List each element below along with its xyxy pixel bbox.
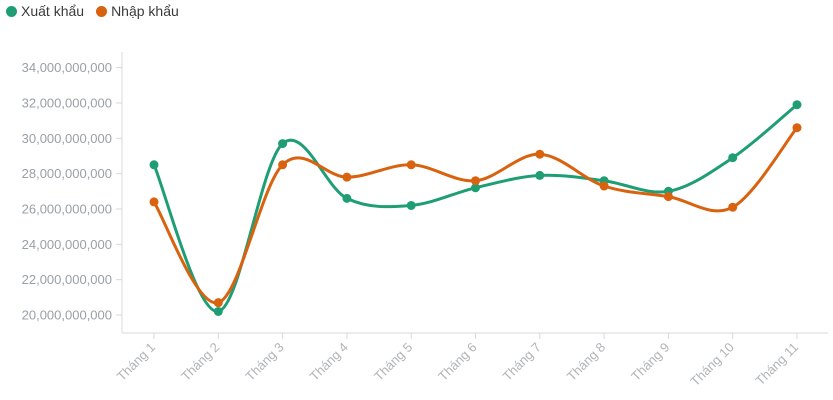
- data-point-nhap-khau[interactable]: [663, 192, 673, 202]
- data-point-nhap-khau[interactable]: [149, 197, 159, 207]
- data-point-nhap-khau[interactable]: [278, 160, 288, 170]
- x-tick-label: Tháng 2: [178, 340, 222, 384]
- data-point-nhap-khau[interactable]: [406, 160, 416, 170]
- x-tick-label: Tháng 1: [114, 340, 158, 384]
- legend-swatch-nhap-khau: [96, 5, 108, 17]
- data-point-nhap-khau[interactable]: [342, 172, 352, 182]
- series-line-xuat-khau: [152, 103, 799, 313]
- data-point-nhap-khau[interactable]: [728, 202, 738, 212]
- legend-label-nhap-khau: Nhập khẩu: [111, 3, 179, 19]
- y-tick-label: 34,000,000,000: [22, 60, 112, 75]
- legend-swatch-xuat-khau: [6, 5, 17, 17]
- x-tick-label: Tháng 9: [628, 340, 672, 384]
- y-tick-label: 24,000,000,000: [22, 237, 112, 252]
- y-tick-label: 22,000,000,000: [22, 272, 112, 287]
- x-tick-label: Tháng 10: [687, 340, 736, 389]
- data-point-xuat-khau[interactable]: [278, 139, 288, 149]
- x-tick-label: Tháng 11: [752, 340, 801, 389]
- legend-item-nhap-khau[interactable]: Nhập khẩu: [96, 3, 179, 19]
- data-point-nhap-khau[interactable]: [599, 181, 609, 191]
- data-point-xuat-khau[interactable]: [792, 100, 802, 110]
- x-tick-label: Tháng 6: [435, 340, 479, 384]
- data-point-xuat-khau[interactable]: [535, 170, 545, 180]
- data-point-xuat-khau[interactable]: [149, 160, 159, 170]
- x-tick-label: Tháng 7: [500, 340, 544, 384]
- legend-item-xuat-khau[interactable]: Xuất khẩu: [6, 3, 84, 19]
- x-tick-label: Tháng 8: [564, 340, 608, 384]
- y-tick-label: 28,000,000,000: [22, 166, 112, 181]
- x-tick-label: Tháng 3: [242, 340, 286, 384]
- data-point-nhap-khau[interactable]: [792, 123, 802, 133]
- legend-label-xuat-khau: Xuất khẩu: [21, 3, 85, 19]
- y-tick-label: 32,000,000,000: [22, 95, 112, 110]
- y-tick-label: 26,000,000,000: [22, 201, 112, 216]
- data-point-xuat-khau[interactable]: [406, 200, 416, 210]
- data-point-xuat-khau[interactable]: [471, 183, 480, 193]
- y-tick-label: 30,000,000,000: [22, 131, 112, 146]
- data-point-xuat-khau[interactable]: [213, 306, 223, 316]
- x-tick-label: Tháng 4: [307, 340, 351, 384]
- chart-legend: Xuất khẩu Nhập khẩu: [6, 3, 179, 19]
- x-tick-label: Tháng 5: [371, 340, 415, 384]
- series-line-nhap-khau: [152, 126, 799, 305]
- data-point-xuat-khau[interactable]: [342, 193, 352, 203]
- data-point-nhap-khau[interactable]: [471, 176, 480, 186]
- data-point-nhap-khau[interactable]: [535, 149, 545, 159]
- y-tick-label: 20,000,000,000: [22, 308, 112, 323]
- data-point-xuat-khau[interactable]: [728, 153, 738, 163]
- data-point-nhap-khau[interactable]: [213, 298, 223, 308]
